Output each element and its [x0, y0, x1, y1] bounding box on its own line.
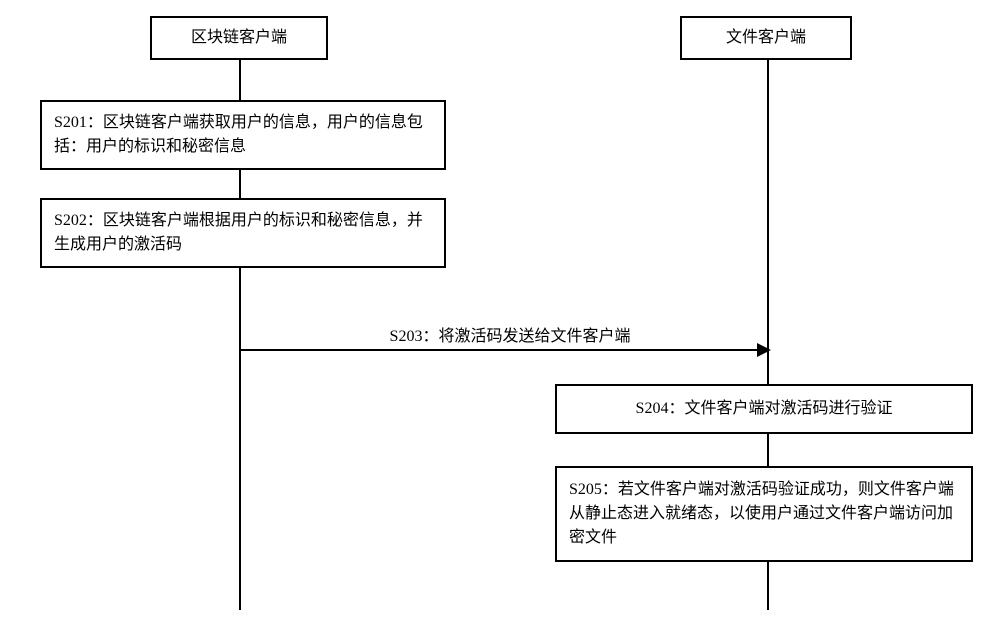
s201-text: S201：区块链客户端获取用户的信息，用户的信息包括：用户的标识和秘密信息 [54, 111, 432, 159]
s203-text: S203：将激活码发送给文件客户端 [390, 328, 631, 345]
participant-blockchain-client: 区块链客户端 [150, 16, 328, 60]
s205-text: S205：若文件客户端对激活码验证成功，则文件客户端从静止态进入就绪态，以使用户… [569, 478, 959, 550]
header-right-label: 文件客户端 [726, 26, 806, 50]
s203-arrow-head [757, 343, 771, 357]
step-s202: S202：区块链客户端根据用户的标识和秘密信息，并生成用户的激活码 [40, 198, 446, 268]
step-s204: S204：文件客户端对激活码进行验证 [555, 384, 973, 434]
step-s201: S201：区块链客户端获取用户的信息，用户的信息包括：用户的标识和秘密信息 [40, 100, 446, 170]
step-s205: S205：若文件客户端对激活码验证成功，则文件客户端从静止态进入就绪态，以使用户… [555, 466, 973, 562]
header-left-label: 区块链客户端 [191, 26, 287, 50]
s202-text: S202：区块链客户端根据用户的标识和秘密信息，并生成用户的激活码 [54, 209, 432, 257]
s203-arrow-line [240, 349, 757, 351]
s203-label: S203：将激活码发送给文件客户端 [360, 322, 660, 346]
participant-file-client: 文件客户端 [680, 16, 852, 60]
s204-text: S204：文件客户端对激活码进行验证 [636, 397, 893, 421]
